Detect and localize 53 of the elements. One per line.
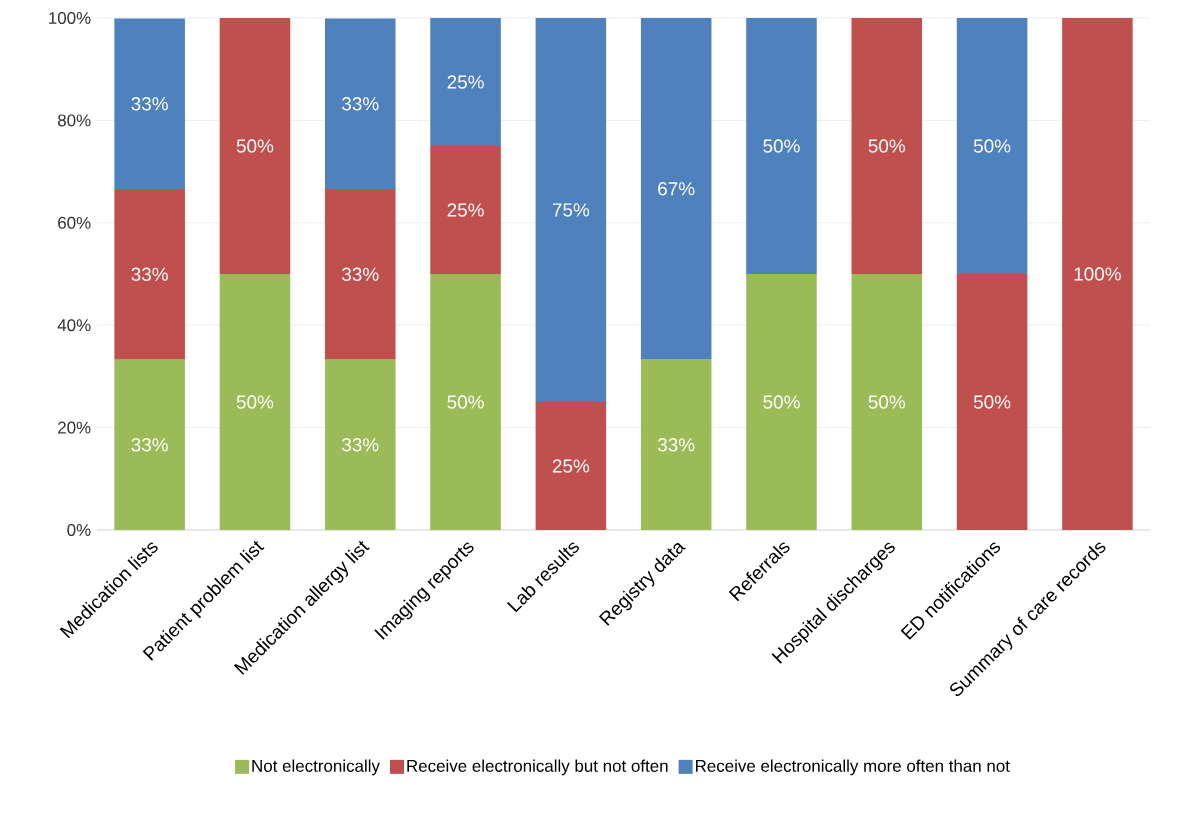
data-label: 100% — [1074, 267, 1121, 281]
bar — [640, 17, 712, 360]
bar — [1062, 17, 1133, 530]
bar — [956, 274, 1028, 530]
y-tick-label: 80% — [57, 114, 91, 127]
legend-label: Not electronically — [252, 759, 380, 776]
data-label: 33% — [342, 97, 379, 111]
bar — [430, 146, 501, 274]
data-label: 33% — [131, 438, 168, 452]
data-label: 75% — [552, 203, 590, 217]
data-label: 33% — [131, 267, 168, 281]
bar — [114, 359, 185, 530]
data-label: 33% — [342, 438, 379, 452]
data-label: 50% — [973, 139, 1011, 153]
bar — [535, 402, 607, 530]
y-tick-label: 60% — [58, 216, 91, 229]
data-label: 50% — [763, 139, 800, 153]
bar — [956, 17, 1028, 274]
bar — [640, 359, 712, 530]
data-label: 50% — [447, 395, 484, 409]
bar — [851, 274, 923, 530]
bar — [219, 17, 291, 274]
data-label: 25% — [447, 203, 484, 217]
data-label: 50% — [973, 395, 1011, 409]
data-label: 50% — [236, 395, 274, 409]
bar — [851, 17, 923, 274]
data-label: 50% — [236, 139, 274, 153]
bar — [746, 17, 817, 274]
y-tick-label: 40% — [57, 319, 91, 332]
data-label: 25% — [447, 75, 484, 89]
data-label: 50% — [763, 395, 800, 409]
legend-label: Receive electronically more often than not — [696, 759, 1010, 776]
bar — [114, 18, 185, 189]
data-label: 50% — [868, 139, 906, 153]
bar — [535, 17, 607, 402]
y-tick-label: 20% — [58, 421, 91, 434]
data-label: 67% — [658, 182, 695, 196]
bar — [324, 18, 396, 189]
bar — [114, 189, 185, 360]
data-label: 50% — [868, 395, 906, 409]
data-label: 33% — [657, 438, 695, 452]
data-label: 25% — [552, 459, 590, 473]
bar — [746, 274, 817, 530]
y-tick-label: 0% — [67, 524, 91, 536]
bar — [430, 17, 501, 146]
bar — [324, 189, 396, 360]
data-label: 33% — [342, 267, 379, 281]
bar — [219, 274, 291, 530]
bar — [430, 274, 501, 530]
bar — [324, 359, 396, 530]
legend-label: Receive electronically but not often — [407, 759, 668, 776]
data-label: 33% — [131, 97, 168, 111]
y-tick-label: 100% — [49, 12, 91, 24]
